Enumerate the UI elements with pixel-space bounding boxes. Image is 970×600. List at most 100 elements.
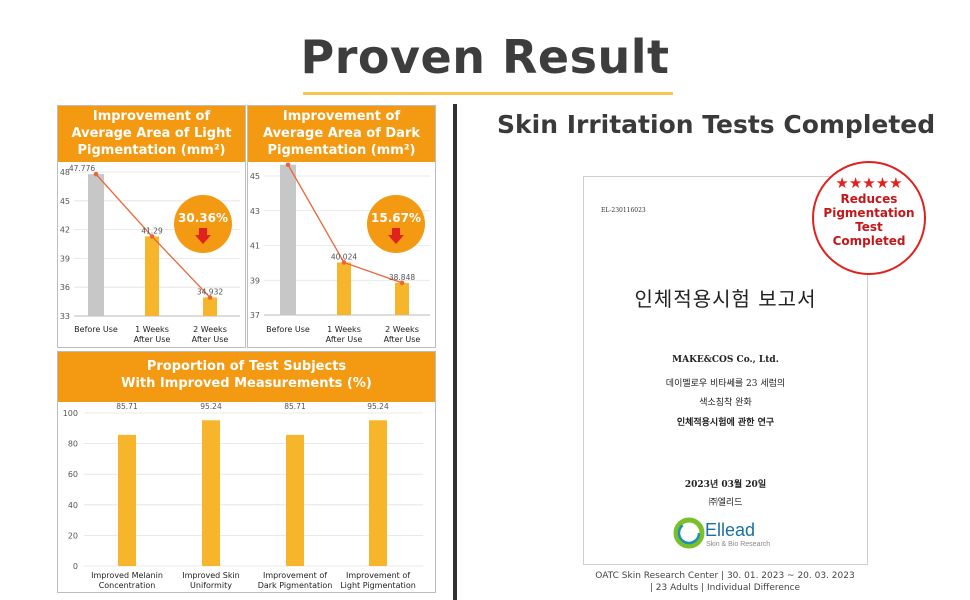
category-label: Improved Skin — [182, 571, 240, 580]
category-label: Improvement of — [263, 571, 327, 580]
chart-title-dark: Improvement of Average Area of Dark Pigm… — [248, 106, 435, 162]
report-date: 2023년 03월 20일 — [684, 480, 767, 490]
y-tick-label: 43 — [250, 207, 260, 216]
reduction-badge-value: 15.67% — [371, 211, 421, 225]
category-label: After Use — [192, 335, 229, 344]
chart-title-line: Pigmentation (mm²) — [77, 143, 226, 158]
category-label: 1 Weeks — [135, 325, 169, 334]
report-org: ㈜엘리드 — [708, 498, 743, 508]
bar — [286, 434, 304, 566]
category-label: After Use — [134, 335, 171, 344]
data-point — [399, 280, 405, 286]
y-tick-label: 48 — [60, 168, 70, 177]
chart-panel-proportion: Proportion of Test Subjects With Improve… — [57, 351, 436, 593]
star-rating-icon: ★★★★★ — [835, 174, 903, 192]
data-point — [341, 260, 347, 265]
down-arrow-icon — [195, 228, 211, 244]
report-line: 데이멜로우 비타쎄를 23 세럼의 — [665, 379, 786, 389]
y-tick-label: 41 — [250, 242, 260, 251]
category-label: Improvement of — [346, 571, 410, 580]
value-label: 95.24 — [200, 402, 222, 411]
bar — [337, 262, 351, 315]
down-arrow-icon — [388, 228, 404, 244]
bar — [203, 297, 217, 316]
stamp-text: Completed — [832, 234, 906, 248]
chart-title-line: Improvement of — [282, 109, 401, 124]
title-underline — [303, 92, 673, 95]
page-title: Proven Result — [300, 30, 670, 84]
data-point — [93, 171, 99, 177]
chart-title-line: Average Area of Dark — [262, 126, 421, 141]
y-tick-label: 39 — [250, 276, 260, 285]
y-tick-label: 42 — [60, 226, 70, 235]
category-label: After Use — [326, 335, 363, 344]
category-label: Uniformity — [190, 581, 232, 590]
chart-title-proportion: Proportion of Test Subjects With Improve… — [58, 352, 435, 402]
bar — [88, 174, 104, 316]
study-footnote: OATC Skin Research Center | 30. 01. 2023… — [560, 570, 890, 594]
report-code: EL-230116023 — [601, 207, 646, 214]
category-label: Before Use — [74, 325, 118, 334]
irritation-title: Skin Irritation Tests Completed — [497, 110, 936, 139]
vertical-divider — [453, 104, 457, 600]
y-tick-label: 39 — [60, 254, 70, 263]
bar — [202, 420, 220, 566]
bar — [369, 420, 387, 566]
y-tick-label: 45 — [60, 197, 70, 206]
value-label: 45.648 — [265, 162, 291, 164]
ellead-logo-icon — [673, 517, 705, 549]
chart-title-line: Average Area of Light — [71, 126, 232, 141]
stamp-text: Pigmentation — [823, 206, 915, 220]
category-label: After Use — [384, 335, 421, 344]
value-label: 47.776 — [69, 164, 95, 173]
y-tick-label: 20 — [68, 531, 78, 540]
category-label: 1 Weeks — [327, 325, 361, 334]
bar — [118, 434, 136, 566]
y-tick-label: 60 — [68, 470, 78, 479]
reduction-badge — [174, 195, 232, 253]
chart-light-svg: 47.776 41.29 34.932 33 36 39 42 45 48 30.36% Be… — [60, 164, 240, 344]
y-tick-label: 40 — [68, 501, 78, 510]
reduction-badge — [367, 195, 425, 253]
chart-panel-light-pigmentation: Improvement of Average Area of Light Pig… — [57, 105, 246, 348]
category-label: Improved Melanin — [91, 571, 163, 580]
value-label: 85.71 — [284, 402, 306, 411]
bar — [280, 164, 296, 315]
y-tick-label: 80 — [68, 440, 78, 449]
chart-title-line: With Improved Measurements (%) — [121, 376, 372, 391]
reduction-badge-value: 30.36% — [178, 211, 228, 225]
category-label: Before Use — [266, 325, 310, 334]
y-tick-label: 0 — [73, 562, 78, 571]
bar — [145, 236, 159, 316]
stamp-text: Test — [855, 220, 883, 234]
chart-title-line: Proportion of Test Subjects — [146, 359, 347, 374]
category-label: Dark Pigmentation — [258, 581, 333, 590]
footnote-line: OATC Skin Research Center | 30. 01. 2023… — [595, 571, 855, 581]
category-label: 2 Weeks — [193, 325, 227, 334]
chart-title-line: Pigmentation (mm²) — [267, 143, 416, 158]
data-point — [285, 162, 291, 168]
chart-panel-dark-pigmentation: Improvement of Average Area of Dark Pigm… — [247, 105, 436, 348]
data-point — [207, 295, 213, 300]
y-tick-label: 45 — [250, 172, 260, 181]
report-title: 인체적용시험 보고서 — [634, 287, 817, 311]
y-tick-label: 37 — [250, 311, 260, 320]
chart-title-light: Improvement of Average Area of Light Pig… — [58, 106, 245, 162]
stamp-text: Reduces — [840, 192, 898, 206]
report-line: 색소침착 완화 — [699, 398, 752, 408]
bar — [395, 282, 409, 315]
value-label: 95.24 — [367, 402, 389, 411]
footnote-line: | 23 Adults | Individual Difference — [649, 583, 801, 593]
ellead-logo-sub: Skin & Bio Research — [706, 541, 770, 548]
value-label: 41.29 — [141, 226, 163, 235]
ellead-logo-name: Ellead — [705, 520, 755, 540]
category-label: 2 Weeks — [385, 325, 419, 334]
chart-dark-svg: 45.648 40.024 38.848 37 39 41 43 45 15.67% Bef… — [250, 162, 430, 344]
test-report-document: EL-230116023 인체적용시험 보고서 MAKE&COS Co., Lt… — [583, 176, 868, 565]
report-company: MAKE&COS Co., Ltd. — [672, 355, 779, 365]
chart-title-line: Improvement of — [92, 109, 211, 124]
value-label: 38.848 — [389, 273, 415, 282]
category-label: Light Pigmentation — [340, 581, 416, 590]
y-tick-label: 100 — [63, 409, 78, 418]
ellead-logo: Ellead Skin & Bio Research — [673, 517, 770, 549]
